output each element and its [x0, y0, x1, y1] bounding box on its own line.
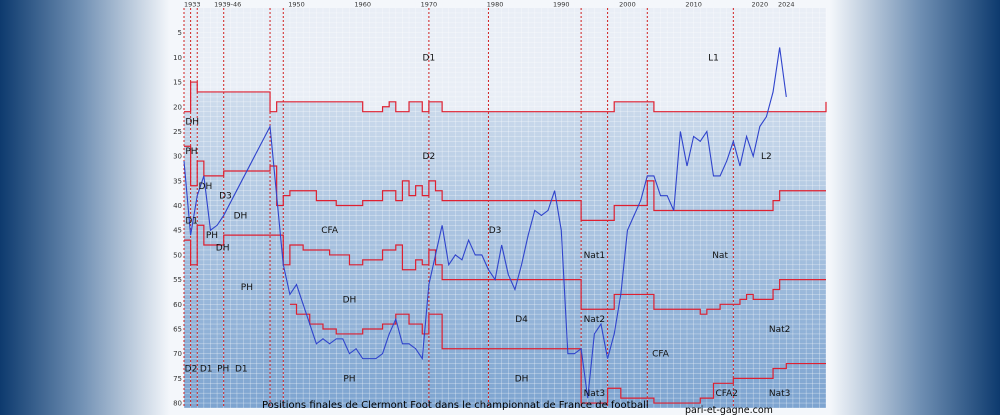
division-label: Nat2 — [769, 325, 791, 335]
division-label: DH — [216, 244, 230, 254]
division-label: DH — [199, 182, 213, 192]
x-tick-label: 1950 — [288, 1, 305, 9]
division-label: D1 — [235, 364, 248, 374]
division-label: PH — [217, 364, 229, 374]
x-tick-label: 1960 — [354, 1, 371, 9]
division-boundary — [184, 145, 826, 221]
x-tick-label: 1939-46 — [214, 1, 241, 9]
division-label: PH — [185, 147, 197, 157]
source-label: pari-et-gagne.com — [685, 405, 773, 415]
division-label: L1 — [708, 53, 719, 63]
division-label: D1 — [423, 53, 436, 63]
y-tick-label: 25 — [173, 128, 182, 136]
y-tick-label: 55 — [173, 276, 182, 284]
division-labels: D1 L1 D2 L2 CFA D3 Nat1 Nat DH D4 Nat2 Nat2 CFA PH DH N… — [185, 53, 791, 399]
y-tick-label: 80 — [173, 400, 182, 408]
division-label: DH — [185, 118, 199, 128]
division-label: DH — [515, 374, 529, 384]
x-tick-label: 1980 — [487, 1, 504, 9]
division-label: DH — [234, 211, 248, 221]
y-tick-label: 65 — [173, 325, 182, 333]
chart-title: Positions finales de Clermont Foot dans … — [262, 400, 649, 411]
division-label: Nat1 — [584, 251, 606, 261]
division-boundary — [184, 81, 827, 113]
division-label: Nat3 — [769, 389, 791, 399]
y-tick-label: 20 — [173, 103, 182, 111]
division-label: CFA2 — [715, 389, 738, 399]
division-label: CFA — [321, 226, 339, 236]
y-tick-label: 10 — [173, 54, 182, 62]
division-label: PH — [343, 374, 355, 384]
y-axis-ticks: 5 10 15 20 25 30 35 40 45 50 55 60 65 70 75 80 — [173, 29, 182, 407]
division-label: DH — [343, 295, 357, 305]
division-label: Nat3 — [584, 389, 606, 399]
x-tick-label: 2000 — [619, 1, 636, 9]
x-tick-label: 2020 — [752, 1, 769, 9]
x-tick-label: 2024 — [778, 1, 795, 9]
y-tick-label: 70 — [173, 350, 182, 358]
division-label: D2 — [185, 364, 198, 374]
division-boundary — [289, 303, 826, 404]
division-label: PH — [206, 231, 218, 241]
y-tick-label: 60 — [173, 301, 182, 309]
division-label: PH — [241, 283, 253, 293]
division-label: D3 — [219, 192, 232, 202]
division-label: D1 — [185, 216, 198, 226]
division-label: Nat — [712, 251, 728, 261]
y-tick-label: 50 — [173, 251, 182, 259]
division-label: D4 — [515, 315, 528, 325]
division-bands — [184, 8, 826, 112]
y-tick-label: 30 — [173, 153, 182, 161]
y-tick-label: 40 — [173, 202, 182, 210]
x-tick-label: 2010 — [685, 1, 702, 9]
band-top — [184, 8, 826, 112]
division-label: Nat2 — [584, 315, 606, 325]
division-label: L2 — [761, 152, 772, 162]
division-label: CFA — [652, 350, 670, 360]
x-tick-label: 1970 — [421, 1, 438, 9]
x-tick-label: 1990 — [553, 1, 570, 9]
division-boundary — [184, 224, 826, 315]
division-label: D1 — [200, 364, 213, 374]
y-tick-label: 15 — [173, 79, 182, 87]
y-tick-label: 5 — [178, 29, 182, 37]
y-tick-label: 45 — [173, 227, 182, 235]
division-label: D2 — [423, 152, 436, 162]
division-label: D3 — [489, 226, 502, 236]
x-axis-ticks: 1933 1939-46 1950 1960 1970 1980 1990 2000 2010 2… — [184, 1, 795, 9]
x-tick-label: 1933 — [184, 1, 201, 9]
series-lines — [183, 47, 787, 399]
y-tick-label: 75 — [173, 375, 182, 383]
y-tick-label: 35 — [173, 177, 182, 185]
division-boundaries — [184, 81, 827, 404]
